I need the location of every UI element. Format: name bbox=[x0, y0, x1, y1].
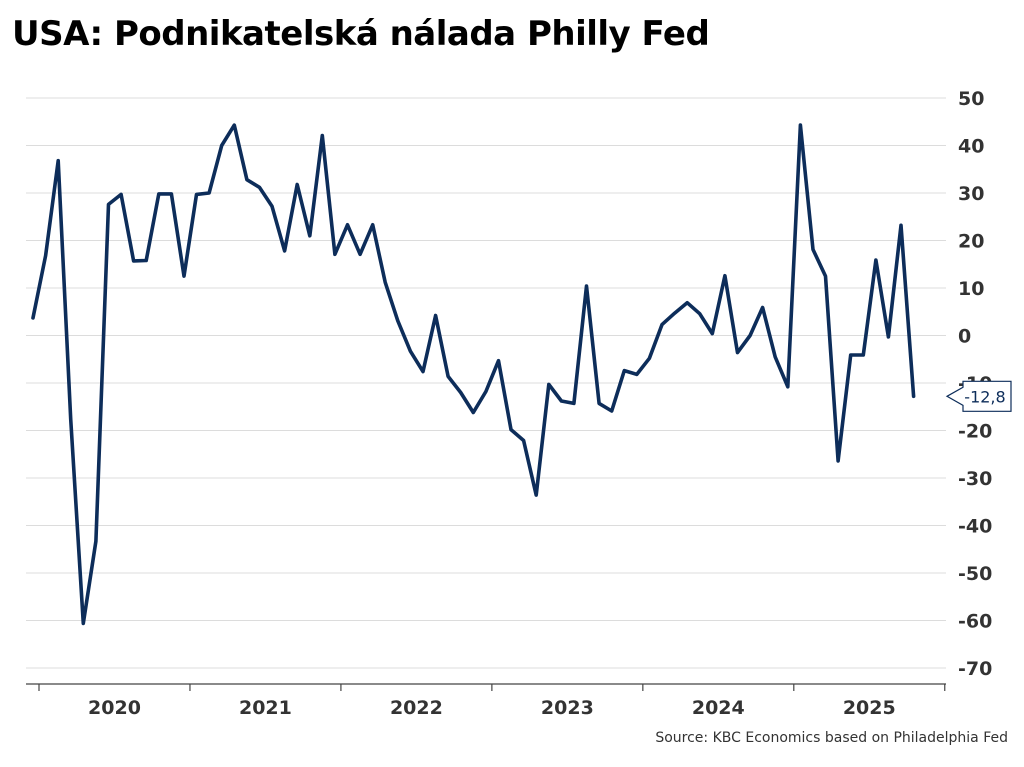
x-tick-label: 2024 bbox=[692, 697, 745, 719]
last-value-box bbox=[945, 380, 1012, 412]
y-tick-label: 50 bbox=[958, 88, 984, 110]
chart-title: USA: Podnikatelská nálada Philly Fed bbox=[12, 14, 710, 54]
y-tick-label: -30 bbox=[958, 468, 992, 490]
y-tick-label: -70 bbox=[958, 658, 992, 680]
last-value-label: -12,8 bbox=[964, 387, 1005, 406]
x-tick-label: 2021 bbox=[239, 697, 292, 719]
x-axis: 2020 2021 2022 2023 2024 2025 bbox=[26, 683, 946, 719]
x-tick-label: 2025 bbox=[843, 697, 896, 719]
y-tick-label: 40 bbox=[958, 136, 984, 158]
gridlines bbox=[26, 97, 946, 669]
series-line bbox=[31, 123, 916, 626]
last-value-callout: -12,8 bbox=[945, 380, 1012, 412]
chart-source: Source: KBC Economics based on Philadelp… bbox=[655, 730, 1008, 746]
y-tick-label: -50 bbox=[958, 563, 992, 585]
y-tick-label: -40 bbox=[958, 516, 992, 538]
y-tick-label: 20 bbox=[958, 231, 984, 253]
y-tick-label: 0 bbox=[958, 326, 971, 348]
y-tick-label: -20 bbox=[958, 421, 992, 443]
y-tick-label: 10 bbox=[958, 278, 984, 300]
x-tick-label: 2020 bbox=[88, 697, 141, 719]
x-tick-label: 2023 bbox=[541, 697, 594, 719]
y-tick-label: 30 bbox=[958, 183, 984, 205]
x-tick-label: 2022 bbox=[390, 697, 443, 719]
y-tick-label: -60 bbox=[958, 611, 992, 633]
series-layer bbox=[31, 123, 916, 626]
